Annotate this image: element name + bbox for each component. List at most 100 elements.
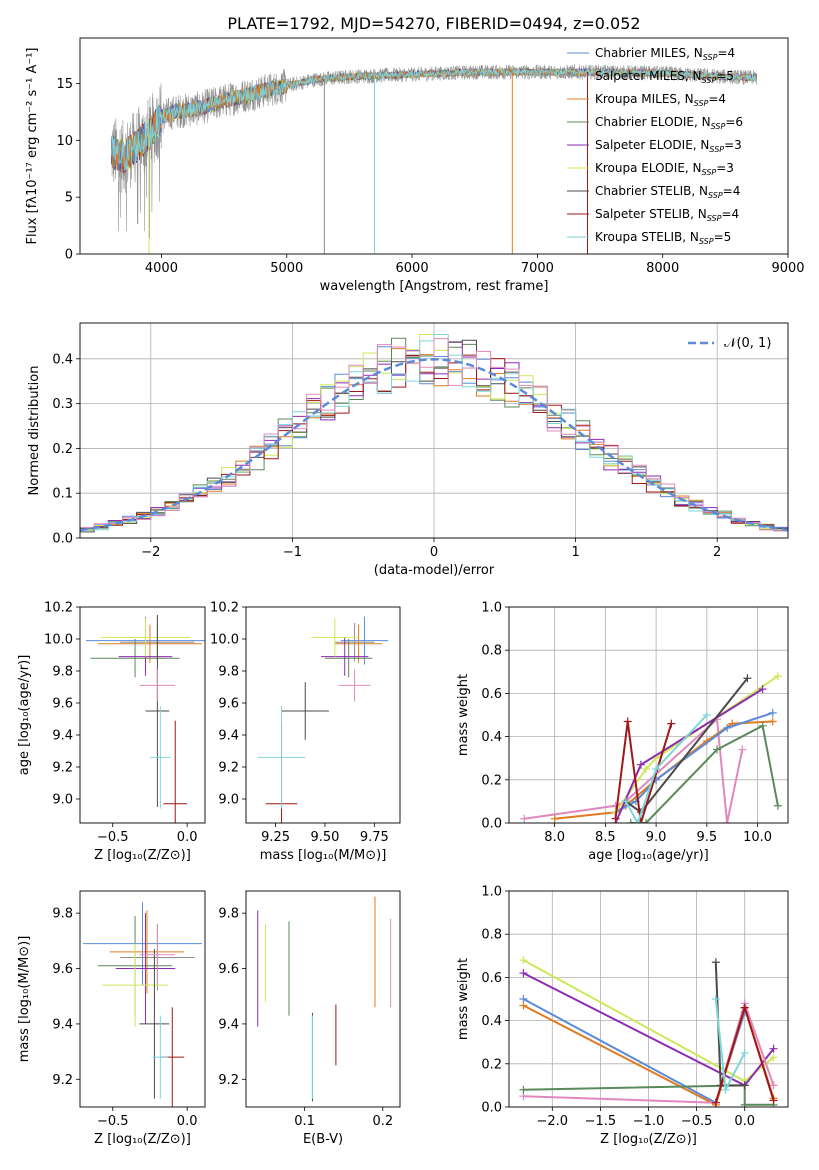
mass_vs_ebv-plot (257, 896, 392, 1102)
weight_vs_age-series-marker (723, 723, 732, 732)
spectrum-plot (110, 64, 757, 254)
weight_vs_z-series-marker (740, 1081, 749, 1090)
spectrum-ytick-label: 15 (56, 77, 73, 92)
spectrum-xtick-label: 7000 (521, 261, 554, 276)
spectrum-ytick-label: 0 (65, 248, 73, 263)
spectrum-xtick-label: 8000 (646, 261, 679, 276)
weight_vs_age-series-marker (550, 814, 559, 823)
weight_vs_age-series-marker (621, 797, 630, 806)
weight_vs_z-ytick-label: 0.6 (481, 971, 502, 986)
residuals-gaussian-curve (80, 358, 788, 532)
age_vs_z-frame (79, 606, 206, 824)
residuals-hist-salpeter_elodie (80, 341, 788, 532)
weight_vs_age-series-marker (636, 819, 645, 823)
age_vs_mass-ytick-label: 9.8 (218, 665, 239, 680)
weight_vs_z-ytick-label: 0.0 (481, 1101, 502, 1116)
residuals-hist-kroupa_elodie (80, 334, 788, 533)
spectrum-legend-label: Kroupa MILES, NSSP=4 (595, 92, 726, 108)
mass_vs_ebv-ytick-label: 9.4 (218, 1017, 239, 1032)
weight_vs_z-series-marker (769, 1081, 778, 1090)
weight_vs_age-series-marker (773, 672, 782, 681)
spectrum-legend-label: Salpeter MILES, NSSP=5 (595, 69, 734, 85)
weight_vs_age-ytick-label: 0.0 (481, 817, 502, 832)
weight_vs_z-xtick-label: −0.5 (681, 1114, 713, 1129)
residuals-xtick-label: −2 (141, 545, 160, 560)
weight_vs_age-series-marker (667, 719, 676, 728)
weight_vs_age-series-line (614, 675, 779, 813)
weight_vs_z-series-marker (711, 995, 720, 1003)
weight_vs_age-series-marker (633, 819, 642, 823)
age_vs_mass-panel: 9.25 9.50 9.75 9.0 9.2 9.4 9.6 9.8 10.0 10.2 mass … (210, 601, 401, 863)
age_vs_z-xtick-label: −0.5 (97, 830, 129, 845)
weight_vs_z-panel: −2.0 −1.5 −1.0 −0.5 0.0 0.0 0.2 0.4 0.6 0.8 1.0 Z [… (456, 885, 789, 1147)
spectrum-panel: 4000 5000 6000 7000 8000 9000 0 5 10 15 wavelength… (25, 37, 805, 294)
weight_vs_age-ytick-label: 0.2 (481, 773, 502, 788)
mass_vs_z-xtick-label: −0.5 (97, 1114, 129, 1129)
weight_vs_age-series-marker (641, 819, 650, 823)
residuals-ytick-label: 0.4 (52, 352, 73, 367)
residuals-ytick-label: 0.2 (52, 442, 73, 457)
mass_vs_z-ytick-label: 9.6 (52, 962, 73, 977)
residuals-xtick-label: 0 (430, 545, 438, 560)
weight_vs_z-xtick-label: −1.5 (585, 1114, 617, 1129)
mass_vs_ebv-ytick-label: 9.2 (218, 1073, 239, 1088)
weight_vs_z-series-marker (740, 1100, 749, 1107)
mass_vs_ebv-ytick-label: 9.8 (218, 907, 239, 922)
age_vs_mass-ytick-label: 9.2 (218, 761, 239, 776)
weight_vs_age-series-line (614, 720, 673, 823)
mass_vs_ebv-xtick-label: 0.1 (294, 1114, 315, 1129)
weight_vs_age-series-marker (768, 708, 777, 717)
mass_vs_ebv-frame (245, 890, 401, 1108)
residuals-ytick-label: 0.0 (52, 532, 73, 547)
weight_vs_age-panel: 8.0 8.5 9.0 9.5 10.0 0.0 0.2 0.4 0.6 0.8 1.0 age [l… (456, 601, 789, 863)
residuals-xtick-label: −1 (283, 545, 302, 560)
residuals-xtick-label: 2 (713, 545, 721, 560)
spectrum-xtick-label: 6000 (396, 261, 429, 276)
mass_vs_z-ytick-label: 9.8 (52, 907, 73, 922)
mass_vs_ebv-xlabel: E(B-V) (303, 1132, 343, 1147)
weight_vs_z-xtick-label: −2.0 (537, 1114, 569, 1129)
spectrum-legend-label: Salpeter STELIB, NSSP=4 (595, 207, 739, 223)
weight_vs_age-series-marker (652, 765, 661, 773)
weight_vs_z-ytick-label: 0.2 (481, 1057, 502, 1072)
spectrum-ylabel: Flux [fλ10⁻¹⁷ erg cm⁻² s⁻¹ A⁻¹] (25, 48, 40, 245)
weight_vs_z-series-marker (740, 1049, 749, 1057)
weight_vs_age-series-marker (712, 745, 721, 754)
spectrum-legend-label: Chabrier ELODIE, NSSP=6 (595, 115, 743, 131)
age_vs_z-ytick-label: 9.6 (52, 697, 73, 712)
age_vs_z-xtick-label: 0.0 (177, 830, 198, 845)
residuals-hist-salpeter_stelib (80, 354, 788, 533)
weight_vs_z-series-marker (711, 1098, 720, 1107)
weight_vs_age-series-marker (520, 814, 529, 823)
weight_vs_z-series-marker (740, 1003, 749, 1012)
age_vs_mass-ytick-label: 9.4 (218, 729, 239, 744)
mass_vs_ebv-xtick-label: 0.2 (372, 1114, 393, 1129)
mass_vs_z-plot (82, 902, 203, 1107)
weight_vs_age-series-marker (723, 819, 732, 823)
age_vs_mass-plot (257, 616, 389, 823)
weight_vs_z-series-marker (769, 1096, 778, 1105)
weight_vs_z-series-marker (721, 1085, 730, 1094)
spectrum-xlabel: wavelength [Angstrom, rest frame] (320, 279, 549, 294)
weight_vs_age-series-marker (636, 760, 645, 769)
spectrum-legend-label: Chabrier STELIB, NSSP=4 (595, 184, 740, 200)
age_vs_z-ytick-label: 10.2 (44, 601, 73, 616)
spectrum-frame (79, 37, 789, 255)
residuals-xlabel: (data-model)/error (374, 563, 495, 578)
figure-title: PLATE=1792, MJD=54270, FIBERID=0494, z=0… (227, 14, 640, 33)
weight_vs_age-series-line (624, 714, 708, 823)
weight_vs_z-series-marker (711, 958, 720, 967)
age_vs_z-ytick-label: 9.8 (52, 665, 73, 680)
age_vs_mass-xlabel: mass [log₁₀(M/M⊙)] (260, 848, 387, 863)
weight_vs_age-series-marker (758, 721, 767, 730)
weight_vs_age-frame (508, 606, 789, 824)
age_vs_mass-xtick-label: 9.50 (310, 830, 339, 845)
spectrum-legend-label: Chabrier MILES, NSSP=4 (595, 46, 735, 62)
residuals-hist-kroupa_stelib (80, 334, 788, 532)
age_vs_z-ytick-label: 9.2 (52, 761, 73, 776)
weight_vs_age-series-marker (738, 745, 747, 754)
mass_vs_ebv-ytick-label: 9.6 (218, 962, 239, 977)
age_vs_z-ytick-label: 9.0 (52, 793, 73, 808)
age_vs_mass-frame (245, 606, 401, 824)
weight_vs_age-series-marker (641, 765, 650, 773)
